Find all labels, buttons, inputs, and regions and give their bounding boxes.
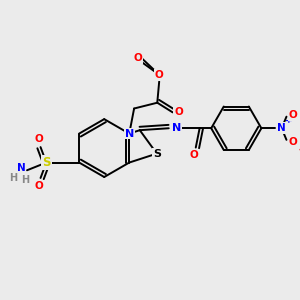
Text: O: O bbox=[134, 53, 142, 63]
Text: O: O bbox=[155, 70, 164, 80]
Text: O: O bbox=[34, 181, 43, 191]
Text: S: S bbox=[153, 148, 161, 159]
Text: O: O bbox=[174, 107, 183, 117]
Text: O: O bbox=[289, 137, 298, 147]
Text: N: N bbox=[277, 123, 286, 133]
Text: +: + bbox=[285, 116, 292, 125]
Text: H: H bbox=[21, 175, 29, 185]
Text: -: - bbox=[299, 145, 300, 154]
Text: S: S bbox=[42, 156, 51, 169]
Text: H: H bbox=[10, 173, 18, 183]
Text: O: O bbox=[289, 110, 298, 120]
Text: N: N bbox=[125, 129, 134, 139]
Text: N: N bbox=[172, 123, 181, 133]
Text: O: O bbox=[34, 134, 43, 144]
Text: O: O bbox=[190, 150, 198, 160]
Text: N: N bbox=[17, 163, 26, 173]
